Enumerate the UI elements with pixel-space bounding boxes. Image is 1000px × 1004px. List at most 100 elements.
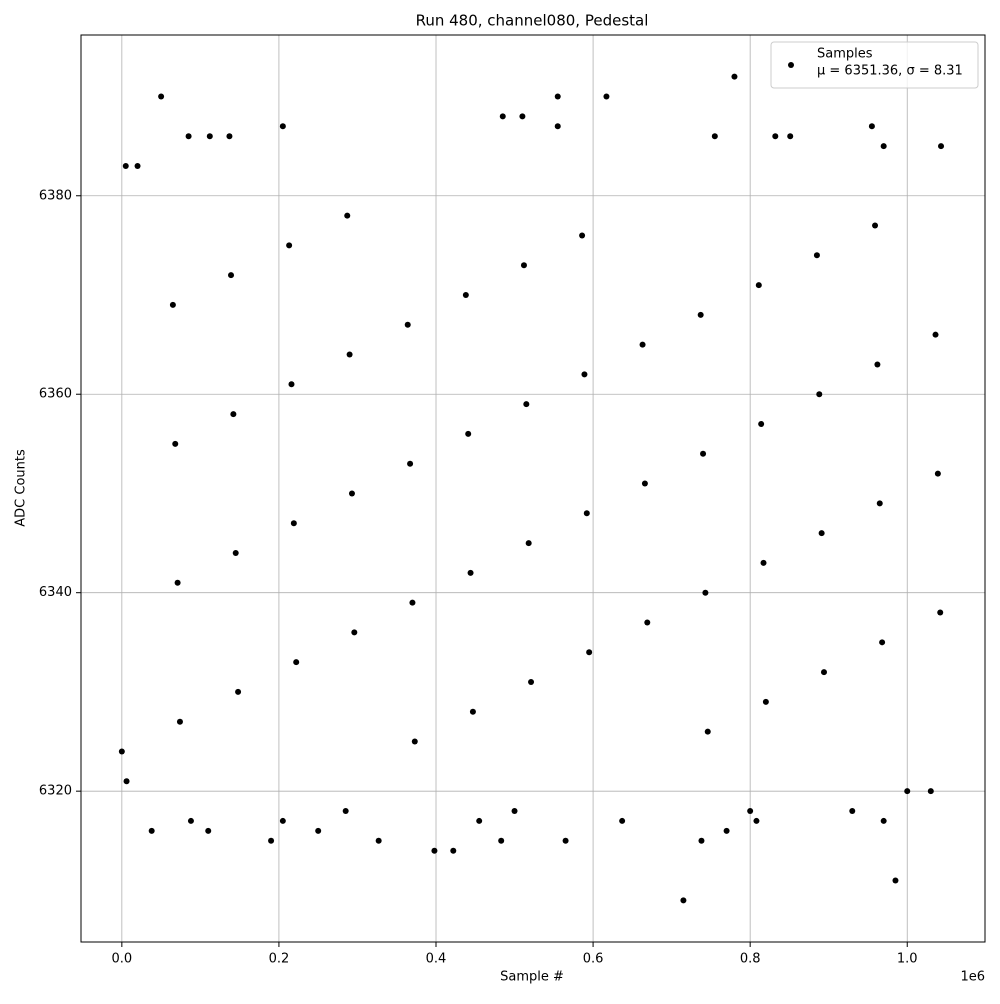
scatter-point — [172, 440, 179, 447]
scatter-point — [762, 698, 769, 705]
scatter-point — [206, 133, 213, 140]
legend-marker — [788, 62, 794, 68]
y-tick-label: 6360 — [39, 387, 72, 402]
x-axis-label: Sample # — [500, 970, 564, 985]
scatter-point — [876, 500, 883, 507]
scatter-point — [169, 301, 176, 308]
scatter-point — [697, 311, 704, 318]
scatter-point — [290, 520, 297, 527]
scatter-point — [123, 778, 130, 785]
x-tick-label: 1.0 — [897, 952, 918, 967]
scatter-point — [286, 242, 293, 249]
scatter-point — [868, 123, 875, 130]
legend-label: Samples — [817, 47, 873, 62]
scatter-point — [467, 569, 474, 576]
scatter-point — [465, 430, 472, 437]
scatter-point — [772, 133, 779, 140]
x-tick-label: 0.6 — [583, 952, 604, 967]
scatter-point — [731, 73, 738, 80]
scatter-point — [758, 420, 765, 427]
scatter-point — [344, 212, 351, 219]
scatter-point — [134, 162, 141, 169]
x-offset-label: 1e6 — [960, 970, 985, 985]
scatter-point — [431, 847, 438, 854]
scatter-point — [927, 788, 934, 795]
scatter-point — [407, 460, 414, 467]
scatter-point — [523, 401, 530, 408]
scatter-point — [603, 93, 610, 100]
scatter-point — [476, 817, 483, 824]
chart-title: Run 480, channel080, Pedestal — [416, 12, 649, 30]
scatter-point — [409, 599, 416, 606]
legend-stats: μ = 6351.36, σ = 8.31 — [817, 64, 963, 79]
scatter-point — [185, 133, 192, 140]
scatter-point — [520, 262, 527, 269]
plot-frame — [80, 34, 986, 943]
scatter-point — [348, 490, 355, 497]
scatter-point — [118, 748, 125, 755]
scatter-point — [351, 629, 358, 636]
scatter-point — [619, 817, 626, 824]
y-tick-label: 6320 — [39, 784, 72, 799]
x-tick-label: 0.2 — [269, 952, 290, 967]
scatter-point — [723, 827, 730, 834]
x-tick-label: 0.0 — [111, 952, 132, 967]
scatter-point — [525, 540, 532, 547]
scatter-point — [880, 143, 887, 150]
scatter-point — [934, 470, 941, 477]
scatter-point — [554, 93, 561, 100]
legend-box — [770, 41, 979, 89]
scatter-point — [228, 272, 235, 279]
y-tick-label: 6340 — [39, 585, 72, 600]
scatter-point — [937, 609, 944, 616]
scatter-point — [813, 252, 820, 259]
scatter-point — [315, 827, 322, 834]
scatter-point — [411, 738, 418, 745]
scatter-point — [122, 162, 129, 169]
scatter-point — [176, 718, 183, 725]
scatter-point — [404, 321, 411, 328]
scatter-point — [583, 510, 590, 517]
scatter-point — [375, 837, 382, 844]
scatter-point — [644, 619, 651, 626]
scatter-point — [279, 817, 286, 824]
scatter-point — [519, 113, 526, 120]
scatter-point — [342, 808, 349, 815]
scatter-point — [820, 669, 827, 676]
scatter-point — [872, 222, 879, 229]
scatter-point — [148, 827, 155, 834]
scatter-point — [639, 341, 646, 348]
scatter-point — [892, 877, 899, 884]
scatter-point — [205, 827, 212, 834]
scatter-point — [235, 688, 242, 695]
scatter-point — [932, 331, 939, 338]
scatter-point — [158, 93, 165, 100]
scatter-point — [562, 837, 569, 844]
scatter-point — [230, 411, 237, 418]
scatter-point — [787, 133, 794, 140]
scatter-point — [880, 817, 887, 824]
scatter-point — [711, 133, 718, 140]
scatter-point — [698, 837, 705, 844]
scatter-point — [174, 579, 181, 586]
scatter-point — [288, 381, 295, 388]
scatter-point — [187, 817, 194, 824]
scatter-point — [499, 113, 506, 120]
scatter-point — [346, 351, 353, 358]
scatter-point — [680, 897, 687, 904]
scatter-point — [293, 659, 300, 666]
scatter-point — [704, 728, 711, 735]
scatter-point — [760, 559, 767, 566]
scatter-point — [904, 788, 911, 795]
scatter-point — [641, 480, 648, 487]
scatter-point — [581, 371, 588, 378]
scatter-point — [874, 361, 881, 368]
scatter-point — [579, 232, 586, 239]
scatter-point — [879, 639, 886, 646]
scatter-point — [498, 837, 505, 844]
y-axis-label: ADC Counts — [14, 449, 29, 527]
scatter-point — [554, 123, 561, 130]
scatter-point — [753, 817, 760, 824]
x-tick-label: 0.8 — [740, 952, 761, 967]
scatter-point — [528, 679, 535, 686]
